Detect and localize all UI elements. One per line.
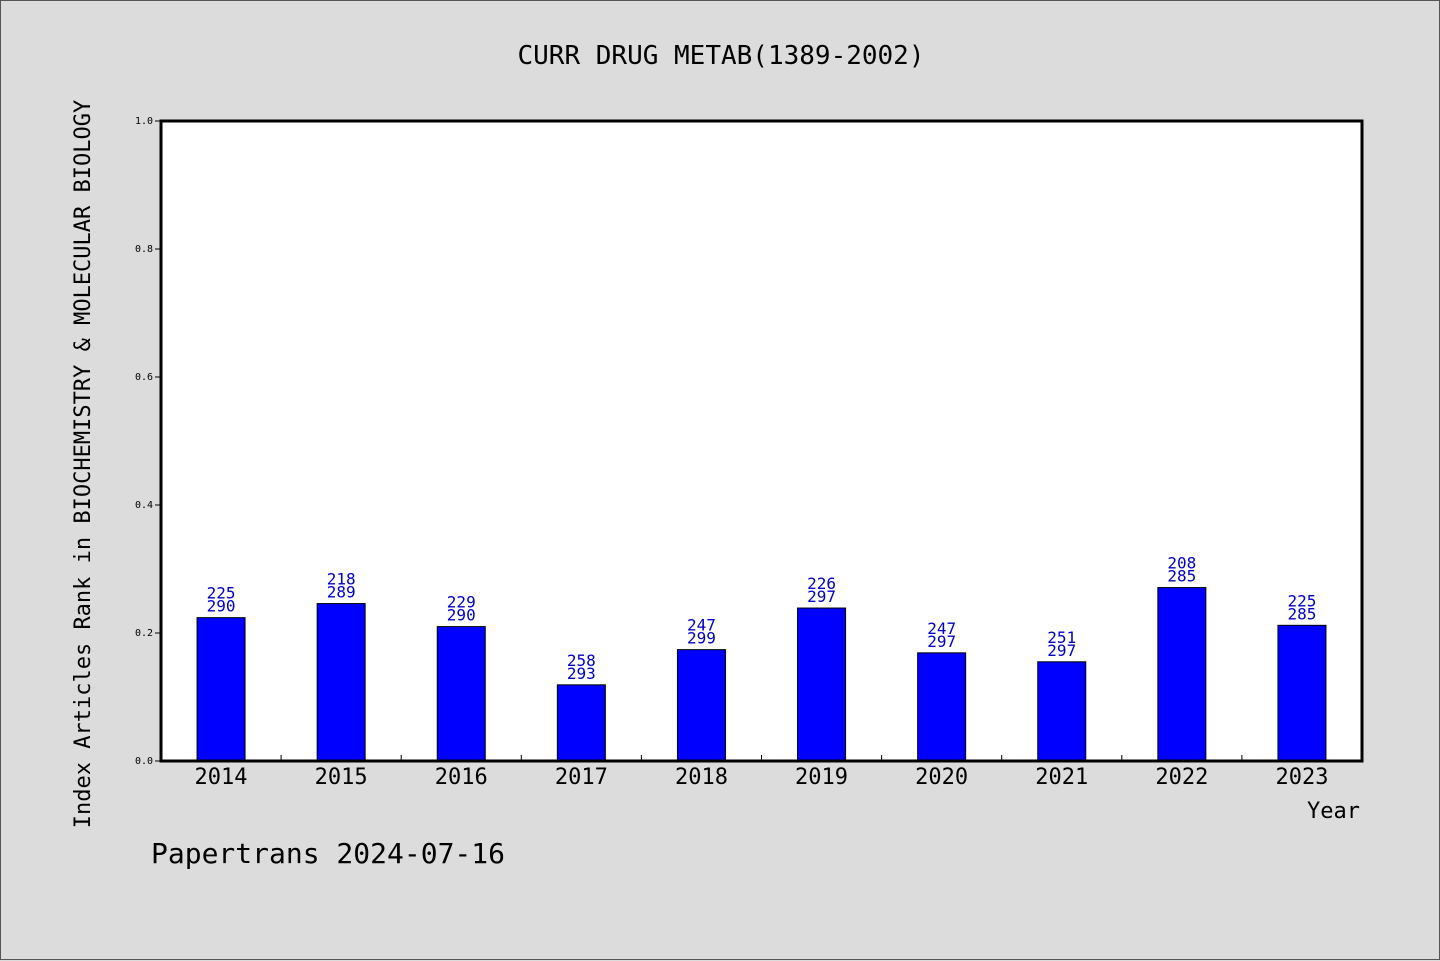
bar-total-label: 299: [687, 629, 716, 648]
bar-total-label: 297: [807, 587, 836, 606]
bar-2018: [676, 649, 726, 762]
y-tick-label: 1.0: [135, 116, 153, 127]
plot-border: [159, 119, 1364, 763]
data-labels: 2252902182892292902582932472992262972472…: [207, 554, 1317, 683]
chart-title: CURR DRUG METAB(1389-2002): [518, 41, 925, 71]
x-tick-label: 2019: [795, 765, 848, 790]
bar-2017: [556, 684, 606, 762]
bar-2023: [1277, 624, 1327, 762]
bar-series: [196, 587, 1327, 762]
bar-rank-label: 247: [687, 616, 716, 635]
footer-credit: Papertrans 2024-07-16: [151, 837, 505, 870]
y-axis-label: Index Articles Rank in BIOCHEMISTRY & MO…: [71, 100, 96, 828]
bar-rank-label: 208: [1167, 554, 1196, 573]
y-tick-label: 0.0: [135, 756, 153, 767]
bar-total-label: 289: [327, 583, 356, 602]
y-tick-label: 0.6: [135, 372, 153, 383]
bar-rank-label: 226: [807, 574, 836, 593]
x-tick-label: 2014: [195, 765, 248, 790]
x-tick-label: 2017: [555, 765, 608, 790]
y-tick-label: 0.2: [135, 628, 153, 639]
bar-total-label: 285: [1287, 604, 1316, 623]
bar-2022: [1157, 587, 1207, 762]
bar-rank-label: 247: [927, 619, 956, 638]
bar-2016: [436, 626, 486, 762]
x-tick-label: 2015: [315, 765, 368, 790]
y-axis: 0.0 0.2 0.4 0.6 0.8 1.0: [135, 116, 161, 767]
bar-rank-label: 229: [447, 593, 476, 612]
x-tick-label: 2018: [675, 765, 728, 790]
y-tick-label: 0.4: [135, 500, 153, 511]
x-tick-label: 2022: [1155, 765, 1208, 790]
bar-total-label: 290: [447, 606, 476, 625]
x-axis-label: Year: [1307, 799, 1360, 824]
bar-total-label: 297: [1047, 641, 1076, 660]
bar-2019: [797, 607, 847, 762]
x-axis: 2014 2015 2016 2017 2018 2019 2020 2021 2022 2023: [195, 755, 1328, 790]
bar-rank-label: 225: [207, 584, 236, 603]
x-tick-label: 2020: [915, 765, 968, 790]
bar-2021: [1037, 661, 1087, 762]
bar-rank-label: 251: [1047, 628, 1076, 647]
x-tick-label: 2016: [435, 765, 488, 790]
bar-rank-label: 225: [1287, 591, 1316, 610]
bar-2020: [917, 652, 967, 762]
x-tick-label: 2023: [1275, 765, 1328, 790]
bar-2014: [196, 617, 246, 762]
bar-2015: [316, 603, 366, 762]
bar-total-label: 285: [1167, 567, 1196, 586]
x-tick-label: 2021: [1035, 765, 1088, 790]
bar-total-label: 290: [207, 597, 236, 616]
bar-total-label: 297: [927, 632, 956, 651]
bar-rank-label: 218: [327, 570, 356, 589]
bar-rank-label: 258: [567, 651, 596, 670]
bar-total-label: 293: [567, 664, 596, 683]
y-tick-label: 0.8: [135, 244, 153, 255]
